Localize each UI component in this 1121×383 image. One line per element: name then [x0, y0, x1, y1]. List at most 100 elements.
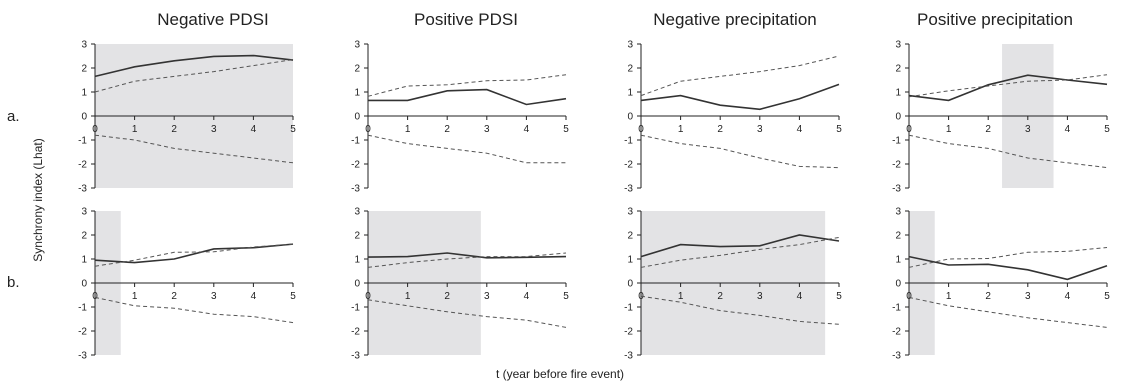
x-tick-label: 4: [251, 124, 257, 135]
x-tick-label: 3: [1025, 291, 1031, 302]
y-tick-label: 0: [895, 112, 901, 123]
x-tick-label: 0: [365, 291, 371, 302]
x-tick-label: 2: [985, 291, 991, 302]
y-tick-label: -1: [351, 136, 360, 147]
x-tick-label: 0: [906, 124, 912, 135]
x-tick-label: 1: [405, 291, 411, 302]
y-tick-label: 2: [627, 64, 633, 75]
y-tick-label: -1: [892, 303, 901, 314]
lower-envelope-line: [367, 134, 566, 164]
x-tick-label: 2: [717, 124, 723, 135]
x-tick-label: 4: [1065, 124, 1071, 135]
y-tick-label: -3: [78, 184, 87, 195]
y-tick-label: -2: [624, 327, 633, 338]
observed-line: [94, 243, 294, 264]
y-tick-label: 3: [81, 207, 87, 218]
upper-envelope-line: [640, 55, 840, 97]
x-tick-label: 1: [132, 291, 138, 302]
x-tick-label: 5: [1104, 291, 1110, 302]
y-tick-label: 1: [895, 88, 901, 99]
x-tick-label: 4: [524, 124, 530, 135]
y-tick-label: -3: [624, 184, 633, 195]
x-tick-label: 1: [946, 124, 952, 135]
x-tick-label: 0: [92, 291, 98, 302]
x-tick-label: 2: [444, 124, 450, 135]
x-tick-label: 3: [484, 291, 490, 302]
x-tick-label: 0: [365, 124, 371, 135]
x-tick-label: 1: [132, 124, 138, 135]
upper-envelope-line: [94, 59, 294, 93]
x-tick-label: 5: [290, 124, 296, 135]
y-tick-label: 2: [81, 64, 87, 75]
y-tick-label: 0: [354, 279, 360, 290]
panel-b-1: 3 2 1 0 -1 -2 -3 0 1 2 3 4 5: [78, 207, 296, 362]
observed-line: [908, 74, 1108, 102]
panel-a-2: 3 2 1 0 -1 -2 -3 0 1 2 3 4 5: [351, 40, 569, 195]
upper-envelope-line: [908, 246, 1108, 268]
y-tick-label: -2: [351, 160, 360, 171]
y-tick-label: 0: [627, 112, 633, 123]
y-tick-label: -1: [78, 303, 87, 314]
y-tick-label: 3: [627, 207, 633, 218]
x-tick-label: 4: [797, 291, 803, 302]
panel-a-3: 3 2 1 0 -1 -2 -3 0 1 2 3 4 5: [624, 40, 842, 195]
y-tick-label: 0: [354, 112, 360, 123]
x-tick-label: 5: [563, 291, 569, 302]
y-tick-label: -3: [892, 184, 901, 195]
y-tick-label: -1: [892, 136, 901, 147]
y-tick-label: 3: [81, 40, 87, 51]
observed-line: [94, 54, 294, 78]
y-tick-label: 3: [354, 207, 360, 218]
column-title-negative-precipitation: Negative precipitation: [653, 10, 816, 29]
y-axis-label: Synchrony index (Lhat): [31, 138, 45, 261]
y-tick-label: -3: [624, 351, 633, 362]
x-tick-label: 2: [985, 124, 991, 135]
y-tick-label: 2: [354, 64, 360, 75]
y-tick-label: -2: [78, 327, 87, 338]
y-tick-label: 3: [627, 40, 633, 51]
y-tick-label: 2: [895, 231, 901, 242]
y-tick-label: -2: [351, 327, 360, 338]
x-tick-label: 3: [484, 124, 490, 135]
x-tick-label: 5: [1104, 124, 1110, 135]
x-tick-label: 0: [92, 124, 98, 135]
x-tick-label: 0: [638, 124, 644, 135]
y-tick-label: -3: [78, 351, 87, 362]
x-axis-label: t (year before fire event): [496, 367, 624, 381]
y-tick-label: -1: [78, 136, 87, 147]
y-tick-label: 2: [354, 231, 360, 242]
observed-line: [640, 83, 840, 111]
x-tick-label: 4: [524, 291, 530, 302]
panel-a-4: 3 2 1 0 -1 -2 -3 0 1 2 3 4 5: [892, 40, 1110, 195]
x-tick-label: 3: [1025, 124, 1031, 135]
x-tick-label: 4: [1065, 291, 1071, 302]
y-tick-label: 1: [627, 255, 633, 266]
upper-envelope-line: [367, 252, 567, 268]
x-tick-label: 5: [836, 291, 842, 302]
y-tick-label: -3: [351, 351, 360, 362]
y-tick-label: 0: [627, 279, 633, 290]
y-tick-label: 1: [81, 255, 87, 266]
x-tick-label: 2: [171, 124, 177, 135]
y-tick-label: 3: [895, 207, 901, 218]
x-tick-label: 4: [797, 124, 803, 135]
y-tick-label: 2: [895, 64, 901, 75]
observed-line: [368, 88, 567, 106]
panel-b-2: 3 2 1 0 -1 -2 -3 0 1 2 3 4 5: [351, 207, 569, 362]
y-tick-label: -3: [892, 351, 901, 362]
lower-envelope-line: [367, 299, 567, 328]
y-tick-label: 2: [627, 231, 633, 242]
row-label-a: a.: [7, 108, 20, 125]
y-tick-label: 3: [354, 40, 360, 51]
x-tick-label: 3: [757, 291, 763, 302]
y-tick-label: 1: [81, 88, 87, 99]
upper-envelope-line: [94, 243, 294, 267]
y-tick-label: -1: [624, 136, 633, 147]
x-tick-label: 3: [211, 124, 217, 135]
y-tick-label: -1: [351, 303, 360, 314]
x-tick-label: 1: [946, 291, 952, 302]
lower-envelope-line: [640, 295, 840, 325]
x-tick-label: 5: [836, 124, 842, 135]
